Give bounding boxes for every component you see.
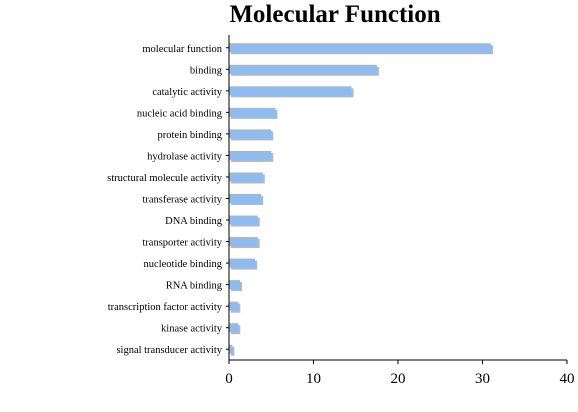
- x-tick-label: 10: [306, 371, 321, 387]
- category-label: molecular function: [142, 44, 222, 55]
- category-label: transcription factor activity: [108, 302, 223, 313]
- chart-title: Molecular Function: [229, 1, 441, 28]
- bar: [229, 194, 262, 203]
- bar: [229, 301, 239, 311]
- bar: [229, 64, 377, 74]
- bar: [229, 280, 240, 290]
- category-label: transferase activity: [142, 195, 222, 206]
- bar: [229, 86, 352, 96]
- category-label: signal transducer activity: [116, 345, 222, 356]
- x-tick-label: 40: [560, 371, 575, 387]
- bar: [229, 129, 272, 139]
- x-tick-label: 30: [475, 371, 490, 387]
- category-label: hydrolase activity: [147, 151, 223, 162]
- bar: [229, 172, 263, 182]
- bar: [229, 107, 276, 117]
- bar-shadow: [231, 346, 235, 356]
- category-label: binding: [190, 65, 223, 76]
- bar: [229, 237, 258, 247]
- category-label: RNA binding: [166, 281, 223, 292]
- x-tick-label: 0: [225, 371, 233, 387]
- bar: [229, 323, 239, 333]
- category-label: DNA binding: [165, 216, 223, 227]
- bar: [229, 43, 491, 53]
- category-label: nucleic acid binding: [137, 108, 223, 119]
- category-label: structural molecule activity: [107, 173, 223, 184]
- category-label: catalytic activity: [152, 87, 222, 98]
- category-label: protein binding: [158, 130, 223, 141]
- bar: [229, 344, 233, 354]
- category-label: transporter activity: [142, 238, 222, 249]
- x-tick-label: 20: [391, 371, 406, 387]
- category-label: nucleotide binding: [144, 259, 223, 270]
- bar: [229, 215, 258, 225]
- bar: [229, 258, 256, 268]
- bar: [229, 150, 272, 160]
- category-label: kinase activity: [161, 324, 223, 335]
